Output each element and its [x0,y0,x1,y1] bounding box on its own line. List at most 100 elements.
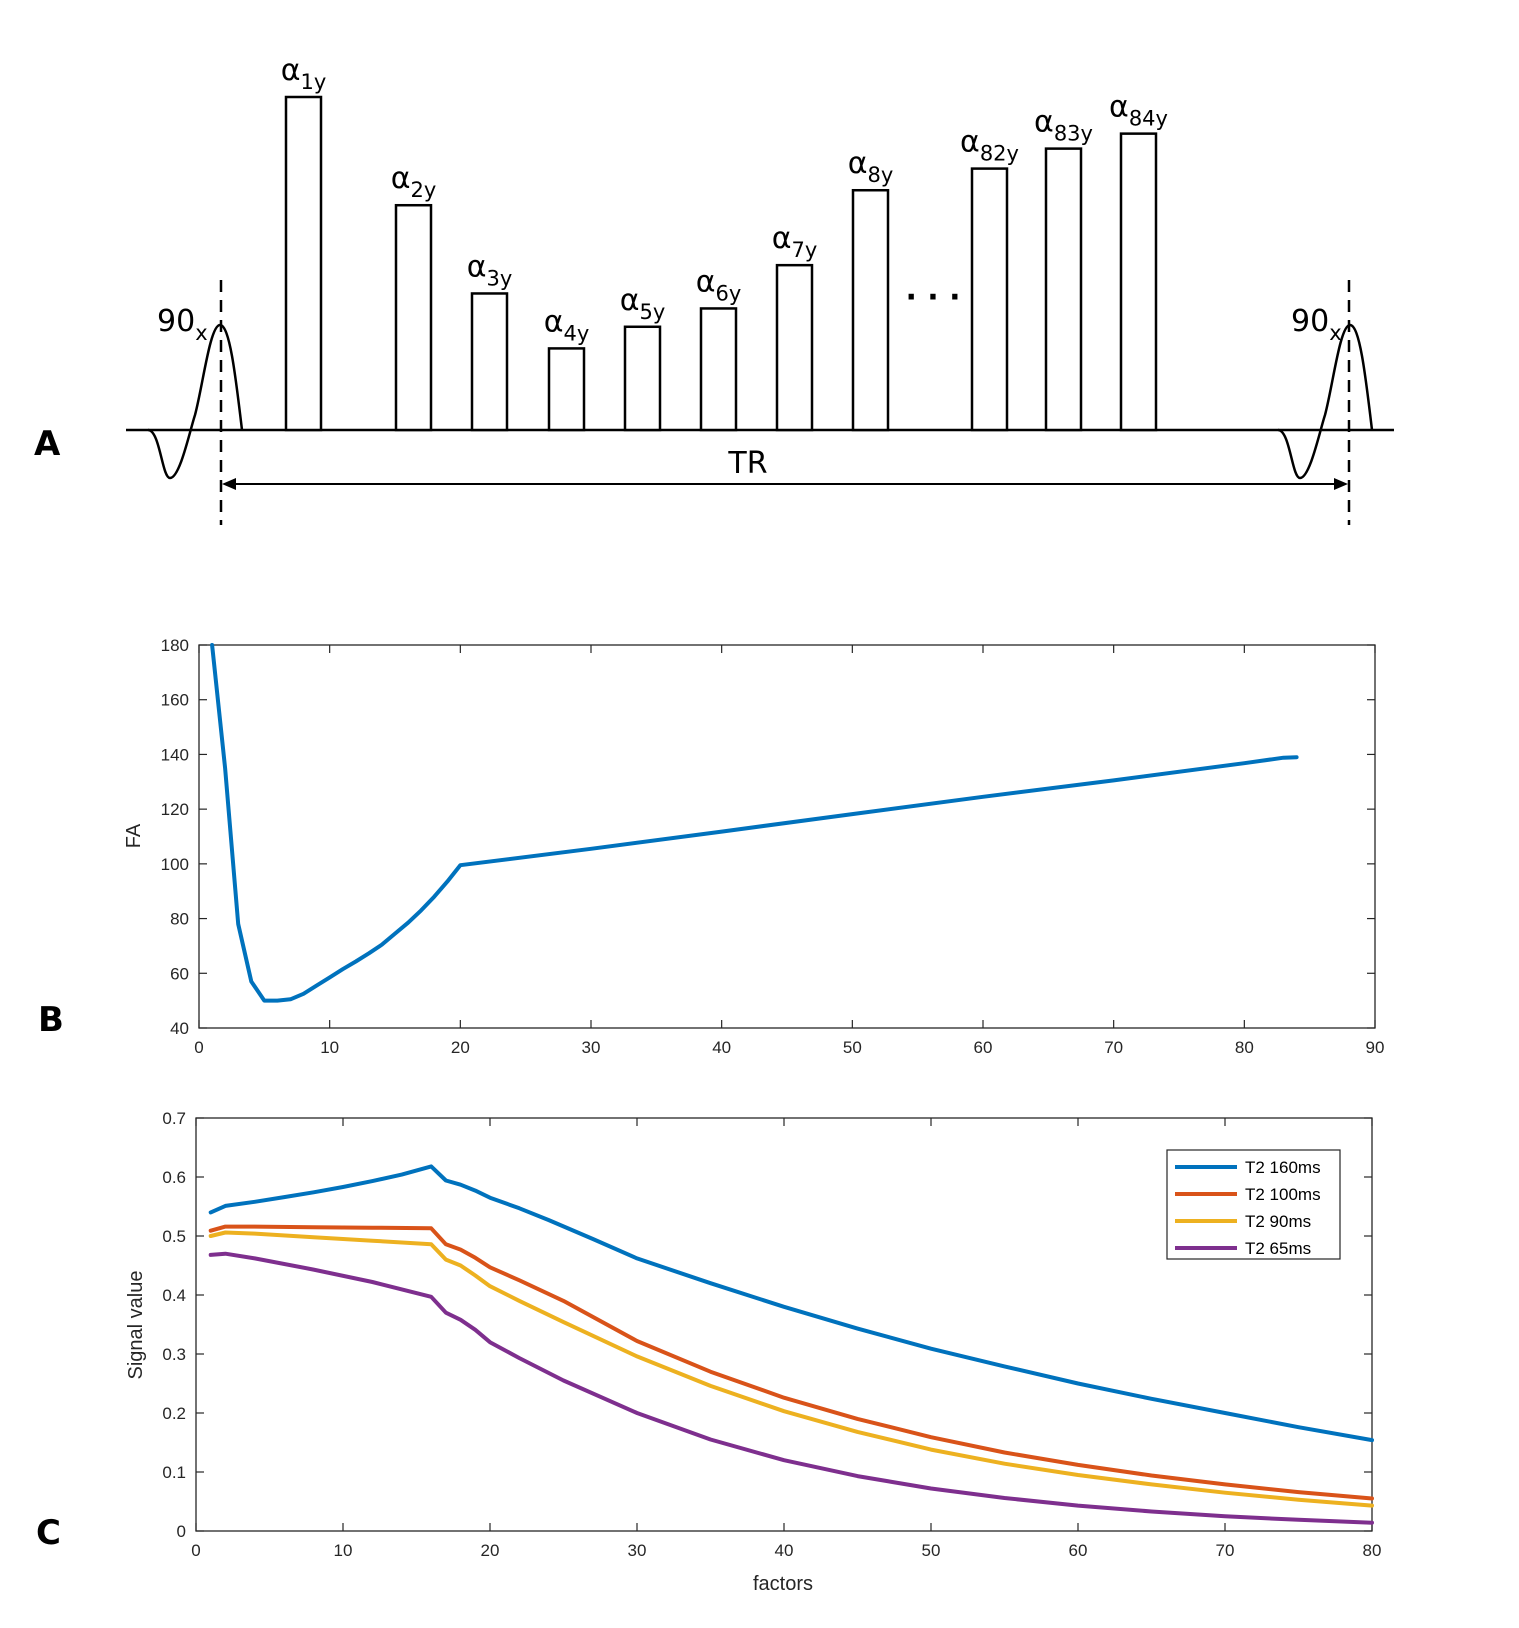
refocus-pulse-label: α5y [620,283,666,324]
refocus-pulse [699,307,738,432]
legend-entry: T2 160ms [1245,1158,1321,1177]
excitation-label-left-base: 90 [157,304,195,339]
series-line [208,1230,1374,1508]
y-tick-label: 0.2 [162,1404,186,1423]
excitation-pulse-right [1277,323,1374,480]
chart-c-ylabel: Signal value [125,1271,147,1380]
refocus-pulse-label-base: α [467,249,487,284]
chart-b-ylabel: FA [123,823,145,848]
excitation-pulse-left [147,323,244,480]
chart-c-tick-labels: 0 10 20 30 40 50 60 70 80 0 0.1 0.2 0.3 0.4 0.5 0.6 0.7 [162,1109,1381,1560]
y-tick-label: 60 [170,964,189,983]
refocus-pulse-label: α82y [960,125,1019,166]
legend-entry: T2 100ms [1245,1185,1321,1204]
excitation-label-left: 90x [157,304,208,345]
x-tick-label: 70 [1216,1541,1235,1560]
chart-c-series [208,1164,1374,1525]
excitation-label-right: 90x [1291,304,1342,345]
x-tick-label: 20 [451,1038,470,1057]
x-tick-label: 0 [191,1541,200,1560]
refocus-pulse-label: α3y [467,249,513,290]
refocus-pulse-label-base: α [772,221,792,256]
tr-arrow-head-left [222,478,236,490]
refocus-pulse [394,203,433,432]
refocus-pulse [1044,147,1083,432]
refocus-pulse [623,325,662,432]
x-tick-label: 80 [1363,1541,1382,1560]
pulse-sequence-diagram: TR 90x 90x · · · α1yα2yα3yα4yα5yα6yα7yα8… [126,53,1394,525]
refocus-pulse-label: α7y [772,221,818,262]
panel-label-a: A [34,424,61,464]
refocus-pulse-label-base: α [1109,90,1129,125]
refocus-pulse-label-sub: 82y [980,142,1019,166]
series-line [210,643,1299,1003]
x-tick-label: 10 [334,1541,353,1560]
refocus-pulse-label-sub: 2y [410,178,436,202]
y-tick-label: 180 [161,636,189,655]
y-tick-label: 120 [161,800,189,819]
refocus-pulse-label: α83y [1034,105,1093,146]
x-tick-label: 20 [481,1541,500,1560]
y-tick-label: 0 [177,1522,186,1541]
x-tick-label: 60 [1069,1541,1088,1560]
refocus-pulse-label: α2y [391,161,437,202]
x-tick-label: 50 [922,1541,941,1560]
refocus-pulse [970,167,1009,432]
excitation-label-right-base: 90 [1291,304,1329,339]
refocus-pulse-label-base: α [696,264,716,299]
y-tick-label: 0.1 [162,1463,186,1482]
legend-entry: T2 65ms [1245,1239,1311,1258]
x-tick-label: 70 [1104,1038,1123,1057]
tr-label: TR [727,446,767,481]
pulse-ellipsis: · · · [905,280,960,315]
refocus-pulse [547,347,586,432]
x-tick-label: 60 [974,1038,993,1057]
x-tick-label: 90 [1366,1038,1385,1057]
refocus-pulse-label-sub: 5y [639,300,665,324]
x-tick-label: 50 [843,1038,862,1057]
refocus-pulse-label-base: α [281,53,301,88]
refocus-pulse-label: α1y [281,53,327,94]
refocus-pulse-label-sub: 1y [300,70,326,94]
x-tick-label: 30 [628,1541,647,1560]
x-tick-label: 0 [194,1038,203,1057]
series-line [208,1164,1374,1443]
panel-label-c: C [36,1513,61,1553]
refocus-pulse [851,188,890,432]
refocus-pulse-label-sub: 6y [715,281,741,305]
x-tick-label: 80 [1235,1038,1254,1057]
y-tick-label: 40 [170,1019,189,1038]
chart-b-ticks [198,644,1376,1029]
chart-b-tick-labels: 0 10 20 30 40 50 60 70 80 90 40 60 80 100 120 140 160 180 [161,636,1385,1057]
x-tick-label: 30 [582,1038,601,1057]
y-tick-label: 0.6 [162,1168,186,1187]
excitation-label-left-sub: x [195,321,207,345]
refocus-pulse-label: α84y [1109,90,1168,131]
refocus-pulse-label-base: α [848,146,868,181]
y-tick-label: 140 [161,745,189,764]
signal-value-chart: 0 10 20 30 40 50 60 70 8000.10.20.30.40.50.60.7 … [125,1109,1381,1595]
x-tick-label: 40 [775,1541,794,1560]
y-tick-label: 0.7 [162,1109,186,1128]
refocus-pulse-label-base: α [544,304,564,339]
y-tick-label: 80 [170,910,189,929]
chart-c-legend: T2 160ms T2 100ms T2 90ms T2 65ms [1166,1149,1341,1260]
chart-b-plot-area [198,644,1376,1029]
chart-c-xlabel: factors [753,1573,813,1595]
refocus-pulse-label-sub: 83y [1054,122,1093,146]
y-tick-label: 0.3 [162,1345,186,1364]
refocus-pulse [284,95,323,432]
refocus-pulse-label: α4y [544,304,590,345]
x-tick-label: 10 [320,1038,339,1057]
refocus-pulse-label-base: α [1034,105,1054,140]
refocus-pulse-label-sub: 4y [563,321,589,345]
chart-b-series [210,643,1299,1003]
excitation-label-right-sub: x [1329,321,1341,345]
refocus-pulse-label-sub: 3y [486,266,512,290]
refocus-pulse [775,263,814,432]
y-tick-label: 0.4 [162,1286,186,1305]
refocus-pulse-label-base: α [960,125,980,160]
chart-c-ticks [195,1117,1373,1532]
refocus-pulse [470,292,509,432]
